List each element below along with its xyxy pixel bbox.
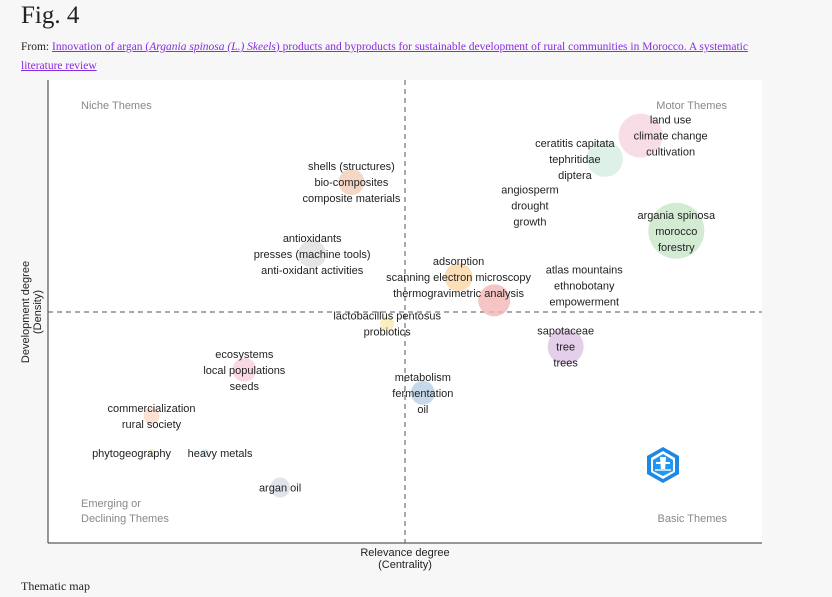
quadrant-motor-label: Motor Themes <box>656 100 727 112</box>
cluster-label: climate change <box>634 131 708 143</box>
article-link[interactable]: Innovation of argan (Argania spinosa (L.… <box>21 41 748 72</box>
x-axis-title: Relevance degree <box>360 547 449 559</box>
cluster-label: commercialization <box>108 403 196 415</box>
cluster-bubble <box>618 113 663 158</box>
source-line: From: Innovation of argan (Argania spino… <box>21 38 781 76</box>
quadrant-emerging-label-2: Declining Themes <box>81 513 169 525</box>
cluster-label: sapotaceae <box>537 326 594 338</box>
cluster-label: rural society <box>122 419 182 431</box>
figure-caption: Thematic map <box>21 579 90 593</box>
cluster-bubble <box>298 240 327 268</box>
cluster-label: empowerment <box>549 296 619 308</box>
cluster-label: tree <box>556 342 575 354</box>
cluster-label: ethnobotany <box>554 280 615 292</box>
quadrant-emerging-label-1: Emerging or <box>81 498 141 510</box>
cluster-bubble <box>338 169 365 196</box>
cluster-label: lactobacillus pentosus <box>333 311 441 323</box>
cluster-bubble <box>380 316 395 331</box>
cluster-label: angiosperm <box>501 184 558 196</box>
cluster-bubble <box>586 140 623 177</box>
cluster-bubble <box>547 328 584 365</box>
cluster-label: local populations <box>203 365 285 377</box>
figure-title: Fig. 4 <box>21 2 80 29</box>
cluster-label: anti-oxidant activities <box>261 265 364 277</box>
cluster-label: diptera <box>558 170 593 182</box>
cluster-label: bio-composites <box>314 177 388 189</box>
cluster-bubble <box>270 477 291 498</box>
cluster-label: antioxidants <box>283 233 342 245</box>
cluster-label: shells (structures) <box>308 161 395 173</box>
cluster-bubble <box>648 202 705 259</box>
cluster-bubble <box>201 448 210 457</box>
quadrant-basic-label: Basic Themes <box>658 513 728 525</box>
cluster-label: forestry <box>658 242 695 254</box>
cluster-bubble <box>147 448 156 457</box>
cluster-label: argan oil <box>259 483 301 495</box>
cluster-bubble <box>410 380 435 405</box>
cluster-label: scanning electron microscopy <box>386 272 531 284</box>
y-axis-title: Development degree <box>20 261 32 363</box>
cluster-label: phytogeography <box>92 448 171 460</box>
from-label: From: <box>21 41 50 53</box>
cluster-bubble <box>232 357 257 382</box>
cluster-label: morocco <box>655 226 697 238</box>
cluster-label: atlas mountains <box>546 264 624 276</box>
cluster-label: thermogravimetric analysis <box>393 288 524 300</box>
cluster-label: heavy metals <box>188 448 253 460</box>
cluster-label: adsorption <box>433 256 484 268</box>
cluster-label: cultivation <box>646 147 695 159</box>
cluster-label: composite materials <box>303 193 401 205</box>
cluster-label: ecosystems <box>215 349 274 361</box>
x-axis-subtitle: (Centrality) <box>378 559 432 571</box>
cluster-label: fermentation <box>392 388 453 400</box>
cluster-label: argania spinosa <box>637 210 716 222</box>
cluster-label: metabolism <box>395 372 451 384</box>
cluster-label: probiotics <box>364 327 412 339</box>
cluster-label: drought <box>511 200 548 212</box>
cluster-label: land use <box>650 115 692 127</box>
quadrant-niche-label: Niche Themes <box>81 100 152 112</box>
cluster-bubble <box>478 284 511 317</box>
cluster-label: tephritidae <box>549 154 600 166</box>
cluster-label: ceratitis capitata <box>535 138 615 150</box>
cluster-bubble <box>143 407 160 424</box>
cluster-label: seeds <box>230 381 260 393</box>
cluster-label: trees <box>553 358 578 370</box>
y-axis-subtitle: (Density) <box>32 290 44 334</box>
logo-icon <box>647 447 679 483</box>
cluster-bubble <box>444 263 473 292</box>
cluster-label: growth <box>513 216 546 228</box>
cluster-label: oil <box>417 404 428 416</box>
cluster-label: presses (machine tools) <box>254 249 371 261</box>
